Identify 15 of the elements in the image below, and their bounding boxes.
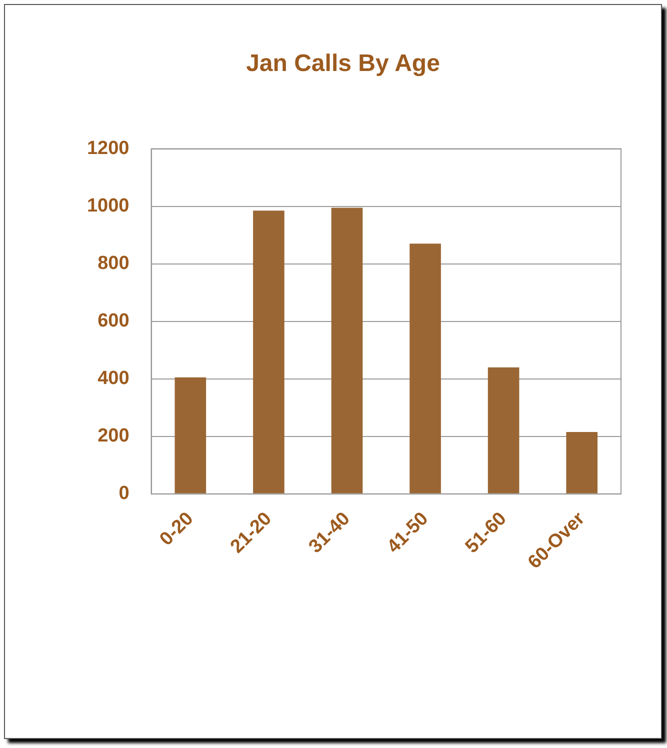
chart-title: Jan Calls By Age	[246, 50, 440, 78]
bar	[410, 244, 441, 494]
bar	[253, 210, 284, 494]
y-tick-label: 1000	[86, 196, 130, 217]
bar	[174, 377, 206, 494]
y-tick-label: 200	[98, 426, 130, 447]
x-tick-label: 0-20	[156, 508, 198, 550]
bar	[488, 367, 520, 494]
bar	[331, 208, 363, 494]
y-tick-label: 1200	[86, 138, 130, 160]
y-tick-label: 800	[98, 253, 130, 274]
y-tick-label: 400	[98, 368, 130, 390]
bar	[566, 432, 598, 494]
y-tick-label: 0	[118, 483, 130, 504]
y-tick-label: 600	[98, 310, 130, 332]
